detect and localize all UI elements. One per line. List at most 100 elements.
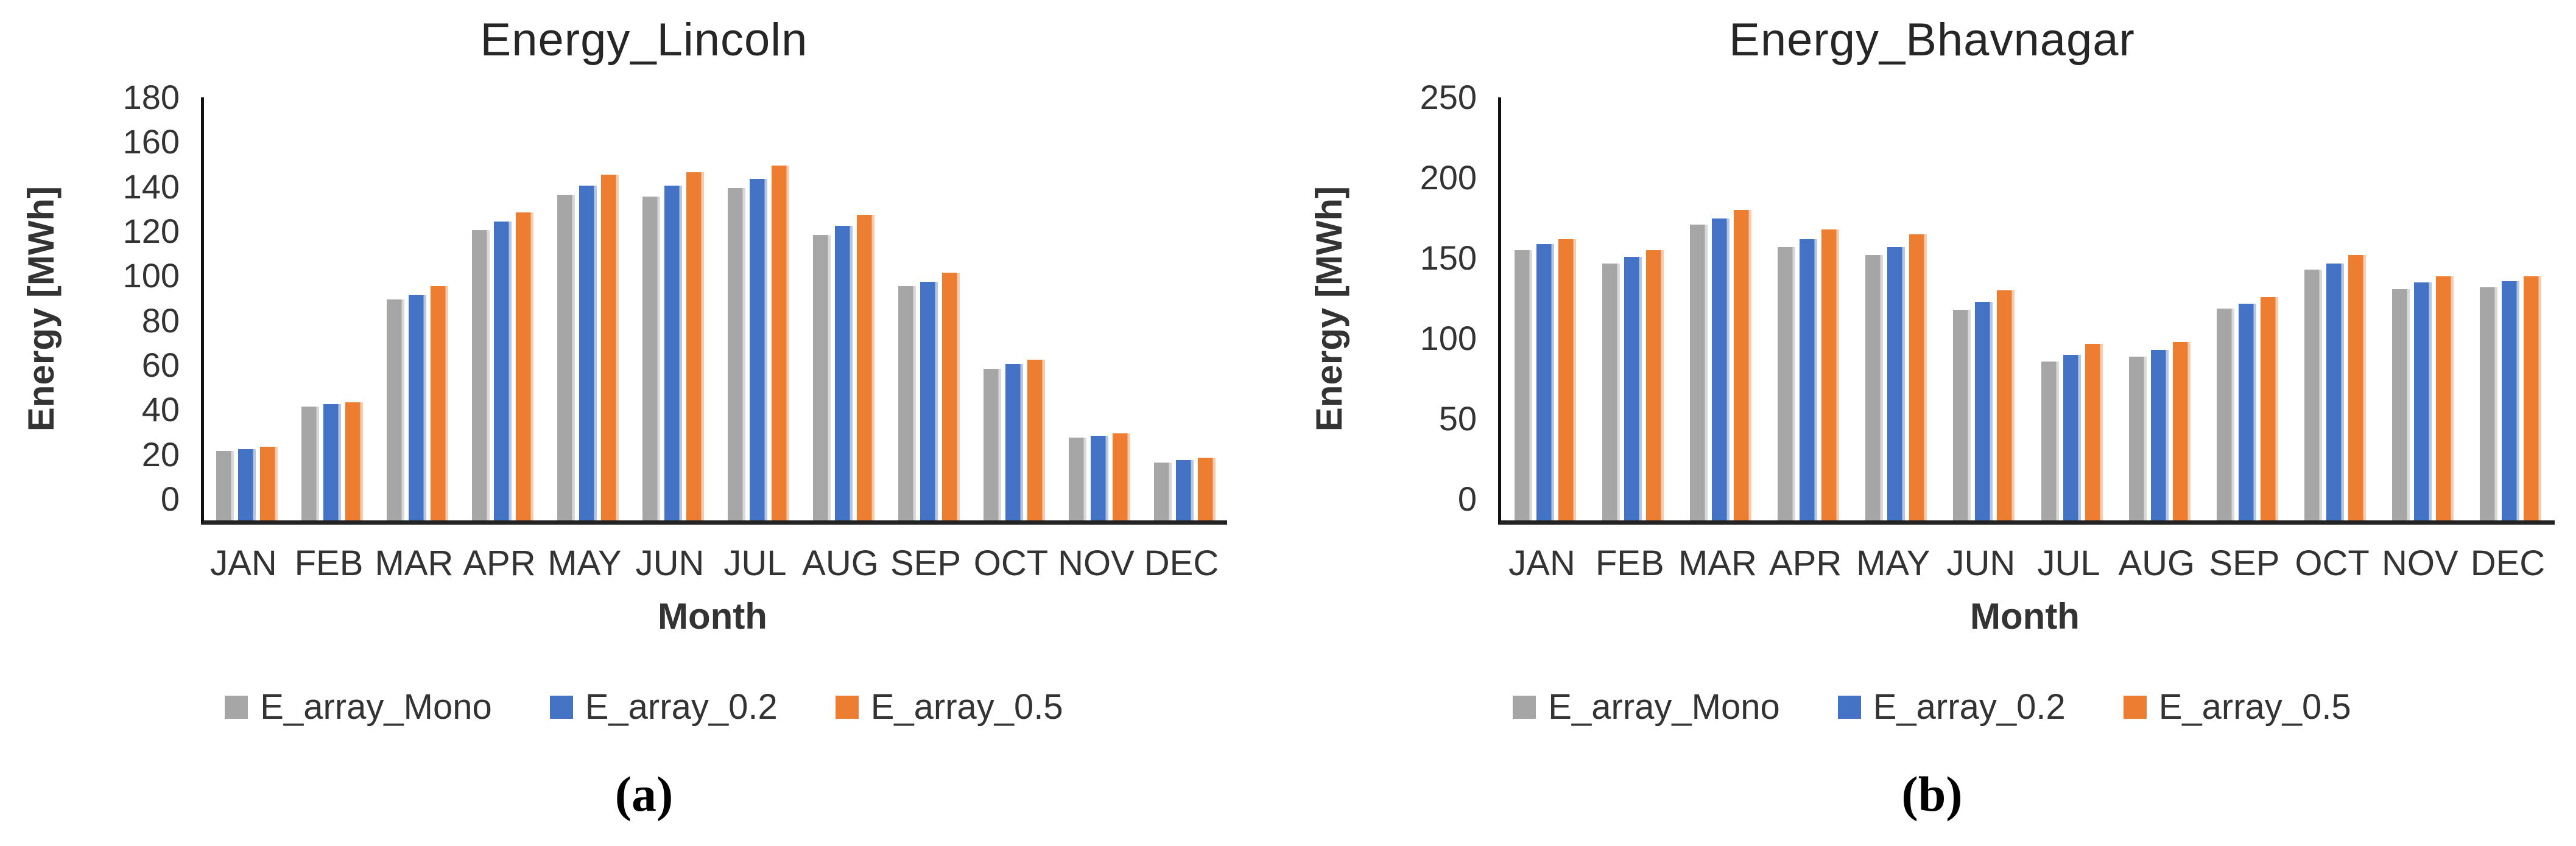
chart-title: Energy_Lincoln xyxy=(480,14,808,66)
x-tick-label-mar: MAR xyxy=(1678,544,1757,583)
bar-E_array_0.5-apr xyxy=(515,212,533,520)
x-tick-label-feb: FEB xyxy=(1595,544,1664,583)
legend-label: E_array_0.5 xyxy=(2158,687,2351,727)
bar-E_array_0.5-may xyxy=(1909,234,1927,520)
legend-label: E_array_0.2 xyxy=(585,687,778,727)
legend-label: E_array_Mono xyxy=(260,687,492,727)
bar-E_array_0.5-aug xyxy=(2172,341,2191,520)
bar-E_array_0.2-apr xyxy=(493,221,512,520)
bar-E_array_0.2-dec xyxy=(2502,281,2520,520)
bar-group-jul xyxy=(2028,97,2116,520)
bar-E_array_0.5-aug xyxy=(856,214,875,520)
x-tick-label-mar: MAR xyxy=(375,544,454,583)
bar-E_array_Mono-dec xyxy=(1153,462,1172,520)
y-tick-label: 100 xyxy=(1420,319,1477,357)
x-tick-label-nov: NOV xyxy=(1058,544,1135,583)
bar-group-aug xyxy=(2116,97,2203,520)
x-tick-label-oct: OCT xyxy=(2295,544,2370,583)
bar-group-may xyxy=(1853,97,1940,520)
bar-E_array_Mono-jan xyxy=(216,451,234,520)
y-tick-label: 180 xyxy=(122,78,180,116)
bar-E_array_0.2-jan xyxy=(1536,243,1554,520)
plot-area xyxy=(201,97,1227,525)
bar-E_array_0.2-aug xyxy=(2150,350,2169,520)
bar-E_array_Mono-nov xyxy=(1068,438,1086,520)
bar-E_array_0.2-oct xyxy=(1005,364,1023,520)
bar-E_array_Mono-aug xyxy=(2128,356,2147,520)
subfigure-caption: (a) xyxy=(614,766,674,822)
bar-E_array_Mono-oct xyxy=(983,368,1001,520)
bar-group-dec xyxy=(2467,97,2555,520)
bar-E_array_Mono-nov xyxy=(2392,288,2410,520)
bar-E_array_Mono-dec xyxy=(2480,287,2498,520)
bar-E_array_Mono-aug xyxy=(812,234,831,520)
legend-item-E_array_0.2: E_array_0.2 xyxy=(549,687,778,727)
bar-E_array_0.2-nov xyxy=(2414,282,2432,520)
legend-item-E_array_0.5: E_array_0.5 xyxy=(2123,687,2351,727)
x-tick-label-sep: SEP xyxy=(2209,544,2280,583)
bar-E_array_Mono-jan xyxy=(1514,250,1532,520)
bar-E_array_0.2-nov xyxy=(1090,435,1108,520)
x-tick-label-dec: DEC xyxy=(1144,544,1219,583)
bar-E_array_0.5-sep xyxy=(2260,297,2278,520)
bar-E_array_0.5-feb xyxy=(345,402,363,520)
y-tick-label: 150 xyxy=(1420,239,1477,277)
bar-E_array_0.2-mar xyxy=(408,295,426,520)
bar-E_array_0.2-sep xyxy=(2238,303,2256,520)
legend-label: E_array_Mono xyxy=(1548,687,1780,727)
bar-E_array_0.5-mar xyxy=(1733,210,1751,520)
bar-E_array_0.2-apr xyxy=(1800,239,1818,520)
bar-group-jun xyxy=(1940,97,2028,520)
bar-E_array_Mono-jul xyxy=(2041,361,2059,520)
y-tick-label: 140 xyxy=(122,167,180,206)
x-tick-label-jul: JUL xyxy=(2037,544,2100,583)
bar-E_array_0.2-jun xyxy=(1975,301,1993,520)
bar-E_array_Mono-jul xyxy=(727,187,745,520)
bar-group-oct xyxy=(971,97,1057,520)
y-tick-label: 40 xyxy=(141,390,180,429)
bar-E_array_Mono-sep xyxy=(2216,308,2234,520)
bar-E_array_0.5-oct xyxy=(2348,255,2367,520)
bar-E_array_Mono-feb xyxy=(1602,263,1620,520)
y-tick-label: 50 xyxy=(1438,399,1477,438)
bar-group-mar xyxy=(375,97,460,520)
bar-group-oct xyxy=(2292,97,2379,520)
bar-group-nov xyxy=(2379,97,2467,520)
bar-groups xyxy=(1501,97,2555,520)
bar-group-apr xyxy=(460,97,545,520)
y-axis-ticks: 0 20 40 60 80 100 120 140 160 180 xyxy=(0,80,180,520)
legend-item-E_array_Mono: E_array_Mono xyxy=(1513,687,1780,727)
bar-E_array_0.5-jun xyxy=(686,172,704,520)
bar-E_array_Mono-feb xyxy=(301,407,319,520)
bar-E_array_0.5-mar xyxy=(430,286,448,520)
bar-group-sep xyxy=(2203,97,2291,520)
y-tick-label: 20 xyxy=(141,435,180,474)
bar-group-mar xyxy=(1677,97,1764,520)
x-tick-label-jan: JAN xyxy=(210,544,277,583)
bar-E_array_Mono-may xyxy=(557,194,575,520)
bar-E_array_0.2-sep xyxy=(920,281,938,520)
bar-E_array_0.5-apr xyxy=(1821,229,1840,520)
x-axis-title: Month xyxy=(658,596,767,637)
y-tick-label: 120 xyxy=(122,212,180,250)
legend-swatch-icon xyxy=(225,695,248,719)
legend-swatch-icon xyxy=(549,695,573,719)
x-tick-label-jan: JAN xyxy=(1508,544,1575,583)
legend: E_array_Mono E_array_0.2 E_array_0.5 xyxy=(1288,687,2576,727)
legend-swatch-icon xyxy=(2123,695,2147,719)
y-tick-label: 0 xyxy=(160,480,180,518)
x-tick-label-may: MAY xyxy=(547,544,622,583)
plot-area xyxy=(1498,97,2555,525)
y-tick-label: 0 xyxy=(1457,480,1477,518)
bar-E_array_0.5-may xyxy=(600,174,619,520)
x-tick-label-jul: JUL xyxy=(723,544,787,583)
bar-E_array_0.5-jun xyxy=(1997,290,2015,520)
bar-E_array_0.5-jul xyxy=(771,166,789,520)
x-tick-label-nov: NOV xyxy=(2381,544,2458,583)
chart-panel-lincoln: Energy_Lincoln Energy [MWh] 0 20 40 60 80 100 12… xyxy=(0,14,1227,822)
bar-group-apr xyxy=(1765,97,1853,520)
bar-group-jan xyxy=(204,97,289,520)
y-tick-label: 160 xyxy=(122,122,180,161)
bar-E_array_0.5-jul xyxy=(2085,343,2103,520)
bar-group-may xyxy=(545,97,630,520)
